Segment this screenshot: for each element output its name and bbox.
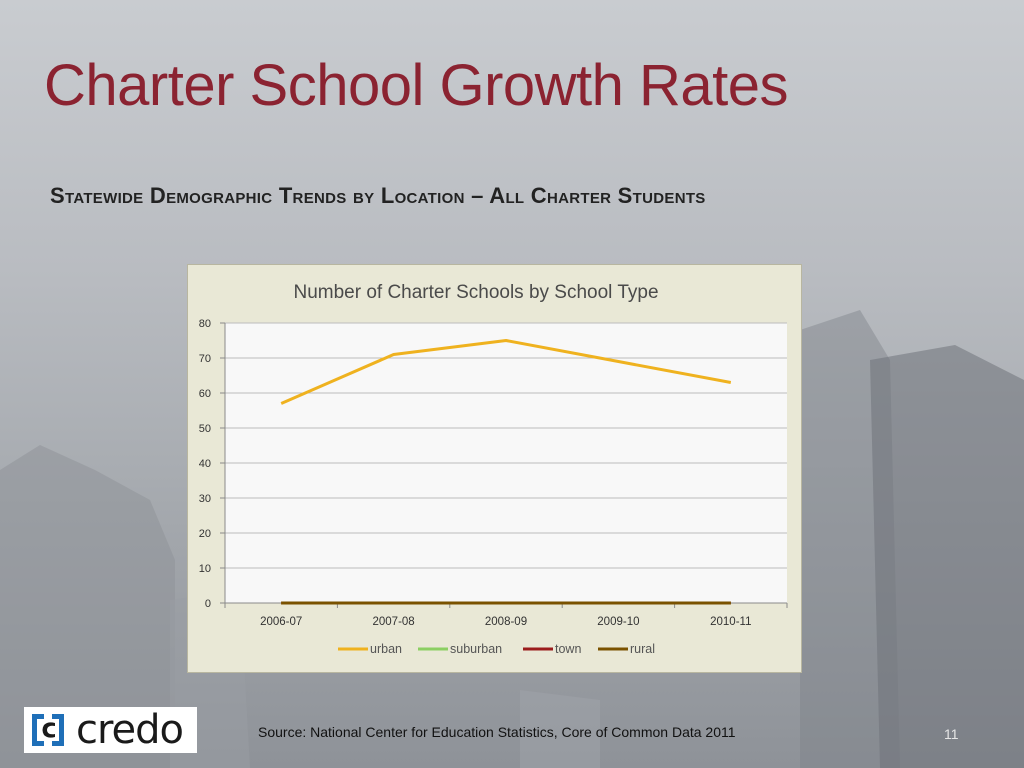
y-tick-label: 50 bbox=[199, 423, 211, 435]
series-line-urban bbox=[280, 339, 732, 405]
y-tick-label: 30 bbox=[199, 493, 211, 505]
page-number: 11 bbox=[944, 726, 959, 742]
x-tick-label: 2008-09 bbox=[485, 616, 527, 628]
source-note: Source: National Center for Education St… bbox=[258, 724, 736, 740]
line-chart: Number of Charter Schools by School Type… bbox=[199, 282, 788, 656]
chart-container: Number of Charter Schools by School Type… bbox=[187, 264, 802, 673]
chart-title: Number of Charter Schools by School Type bbox=[293, 282, 658, 303]
x-tick-label: 2009-10 bbox=[597, 616, 639, 628]
y-tick-label: 20 bbox=[199, 528, 211, 540]
x-tick-label: 2007-08 bbox=[372, 616, 414, 628]
y-tick-label: 70 bbox=[199, 353, 211, 365]
y-tick-label: 60 bbox=[199, 388, 211, 400]
y-tick-label: 0 bbox=[205, 598, 211, 610]
y-tick-label: 80 bbox=[199, 318, 211, 330]
x-tick-label: 2010-11 bbox=[710, 616, 751, 628]
credo-logo: credo bbox=[24, 707, 197, 753]
legend-label-town: town bbox=[555, 642, 581, 656]
x-tick-label: 2006-07 bbox=[260, 616, 302, 628]
y-tick-label: 40 bbox=[199, 458, 211, 470]
slide-title: Charter School Growth Rates bbox=[44, 53, 789, 118]
y-tick-label: 10 bbox=[199, 563, 211, 575]
logo-wordmark: credo bbox=[76, 707, 184, 753]
legend-label-urban: urban bbox=[370, 642, 402, 656]
legend-label-rural: rural bbox=[630, 642, 655, 656]
credo-c-icon bbox=[29, 711, 67, 749]
legend-label-suburban: suburban bbox=[450, 642, 502, 656]
slide-subtitle: Statewide Demographic Trends by Location… bbox=[50, 183, 706, 208]
